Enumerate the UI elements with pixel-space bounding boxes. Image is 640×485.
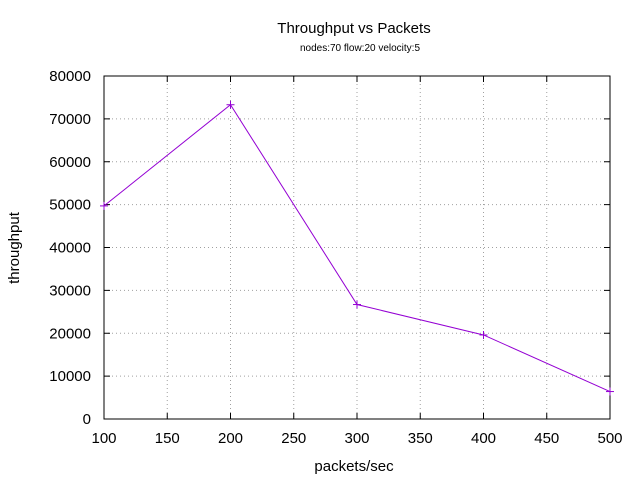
y-tick-label: 70000 [49,111,91,128]
y-tick-label: 50000 [49,197,91,214]
x-tick-label: 200 [218,430,243,447]
y-tick-label: 20000 [49,325,91,342]
data-point-marker [100,201,108,210]
x-tick-label: 150 [155,430,180,447]
x-axis-label: packets/sec [314,458,394,475]
chart-title: Throughput vs Packets [277,20,430,37]
y-tick-label: 40000 [49,240,91,257]
y-tick-label: 60000 [49,154,91,171]
x-tick-label: 450 [534,430,559,447]
grid-lines [104,76,610,419]
axis-ticks: 100 150 200 250 300 350 400 450 500 0 10000 20000 30… [49,68,622,447]
x-tick-label: 400 [471,430,496,447]
data-point-marker [353,300,361,309]
y-tick-label: 10000 [49,368,91,385]
data-point-marker [479,330,488,339]
data-point-marker [606,387,614,396]
data-series [100,100,614,396]
x-tick-label: 250 [281,430,306,447]
y-axis-label: throughput [6,211,23,284]
x-tick-label: 500 [597,430,622,447]
x-tick-label: 100 [91,430,116,447]
y-tick-label: 80000 [49,68,91,85]
x-tick-label: 300 [344,430,369,447]
data-point-marker [226,100,235,109]
y-tick-label: 0 [83,411,91,428]
x-tick-label: 350 [408,430,433,447]
chart-subtitle: nodes:70 flow:20 velocity:5 [300,43,421,54]
y-tick-label: 30000 [49,282,91,299]
